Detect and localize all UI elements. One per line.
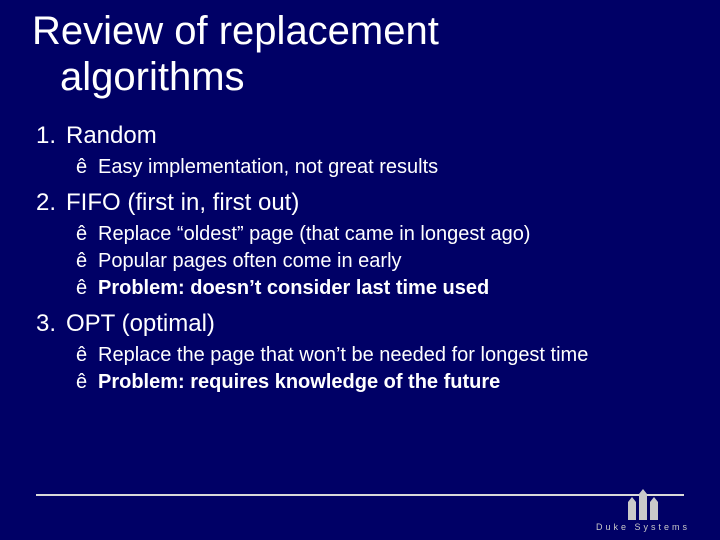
down-arrow-icon: ê xyxy=(76,221,98,248)
sub-item: êPopular pages often come in early xyxy=(76,248,684,275)
down-arrow-icon: ê xyxy=(76,275,98,302)
tower-icon xyxy=(628,502,636,520)
item-number: 3. xyxy=(36,310,66,338)
sub-text-bold: Problem: doesn’t consider last time used xyxy=(98,277,489,299)
sub-item: êReplace the page that won’t be needed f… xyxy=(76,342,684,369)
item-label: OPT (optimal) xyxy=(66,310,215,337)
footer-divider xyxy=(36,494,684,496)
duke-systems-logo: Duke Systems xyxy=(596,490,690,532)
down-arrow-icon: ê xyxy=(76,154,98,181)
sub-text: Easy implementation, not great results xyxy=(98,156,438,178)
sub-item: êProblem: requires knowledge of the futu… xyxy=(76,369,684,396)
sub-item: êEasy implementation, not great results xyxy=(76,154,684,181)
sub-item: êProblem: doesn’t consider last time use… xyxy=(76,275,684,302)
item-label: Random xyxy=(66,122,157,149)
tower-icon xyxy=(639,494,647,520)
title-line2: algorithms xyxy=(60,54,684,100)
down-arrow-icon: ê xyxy=(76,369,98,396)
logo-towers-icon xyxy=(628,490,658,520)
sub-list-1: êEasy implementation, not great results xyxy=(76,154,684,181)
main-list: 1.Random êEasy implementation, not great… xyxy=(36,122,684,396)
down-arrow-icon: ê xyxy=(76,342,98,369)
item-number: 1. xyxy=(36,122,66,150)
sub-list-3: êReplace the page that won’t be needed f… xyxy=(76,342,684,396)
item-label: FIFO (first in, first out) xyxy=(66,189,299,216)
title-line1: Review of replacement xyxy=(32,8,684,54)
tower-icon xyxy=(650,502,658,520)
sub-text-bold: Problem: requires knowledge of the futur… xyxy=(98,371,500,393)
item-number: 2. xyxy=(36,189,66,217)
slide: Review of replacement algorithms 1.Rando… xyxy=(0,0,720,540)
slide-title: Review of replacement algorithms xyxy=(32,8,684,100)
down-arrow-icon: ê xyxy=(76,248,98,275)
list-item-2: 2.FIFO (first in, first out) xyxy=(36,189,684,217)
sub-list-2: êReplace “oldest” page (that came in lon… xyxy=(76,221,684,302)
list-item-1: 1.Random xyxy=(36,122,684,150)
sub-text: Replace the page that won’t be needed fo… xyxy=(98,344,588,366)
list-item-3: 3.OPT (optimal) xyxy=(36,310,684,338)
logo-text: Duke Systems xyxy=(596,522,690,532)
sub-text: Replace “oldest” page (that came in long… xyxy=(98,223,530,245)
sub-item: êReplace “oldest” page (that came in lon… xyxy=(76,221,684,248)
sub-text: Popular pages often come in early xyxy=(98,250,402,272)
